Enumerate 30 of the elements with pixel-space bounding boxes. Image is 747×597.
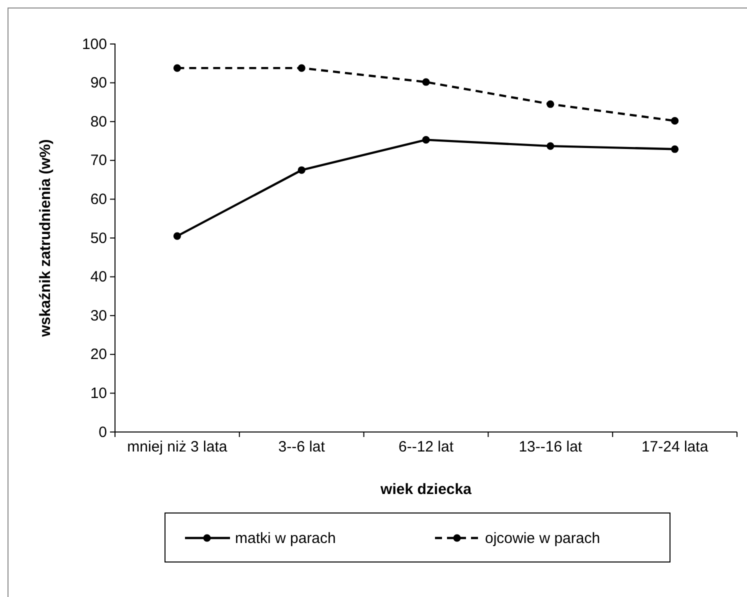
point: [671, 145, 679, 153]
point: [546, 100, 554, 108]
x-tick-label: mniej niż 3 lata: [127, 438, 228, 456]
y-tick-label: 0: [98, 424, 107, 441]
legend-label: matki w parach: [235, 530, 336, 547]
x-tick-label: 13--16 lat: [518, 438, 583, 456]
point: [546, 142, 554, 150]
point: [422, 136, 430, 144]
x-tick-label: 17-24 lata: [641, 438, 709, 456]
y-tick-label: 40: [90, 268, 107, 286]
point: [173, 232, 181, 240]
legend-label: ojcowie w parach: [485, 530, 600, 547]
x-tick-label: 6--12 lat: [398, 438, 454, 456]
y-tick-label: 90: [90, 74, 107, 92]
point: [298, 166, 306, 174]
x-axis-title: wiek dziecka: [380, 481, 472, 498]
y-tick-label: 60: [90, 191, 107, 208]
y-axis-title: wskaźnik zatrudnienia (w%): [37, 139, 54, 338]
point: [173, 64, 181, 72]
point: [671, 117, 679, 125]
point: [422, 78, 430, 86]
y-tick-label: 30: [90, 307, 107, 324]
y-tick-label: 70: [90, 152, 107, 170]
y-tick-label: 20: [90, 346, 107, 364]
y-tick-label: 50: [90, 230, 107, 247]
y-tick-label: 10: [90, 385, 107, 402]
point: [298, 64, 306, 72]
y-tick-label: 80: [90, 113, 107, 130]
y-tick-label: 100: [82, 36, 107, 53]
x-tick-label: 3--6 lat: [278, 438, 326, 456]
